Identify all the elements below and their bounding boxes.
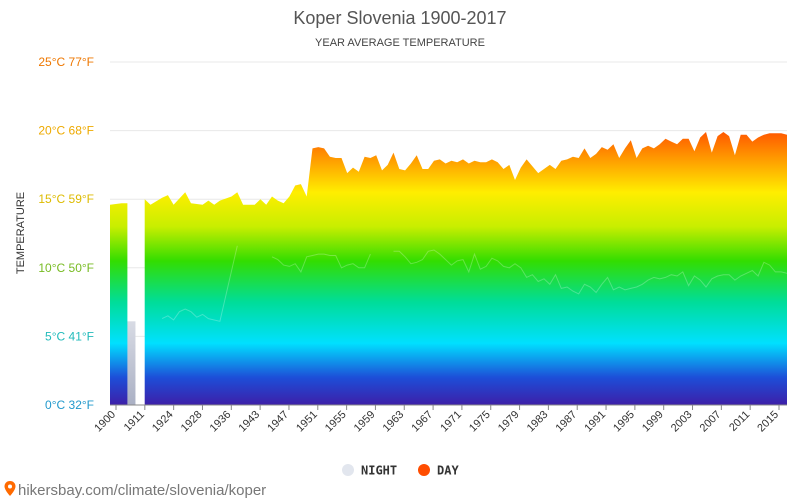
x-tick-label: 1900	[92, 409, 118, 435]
y-tick-label: 10°C 50°F	[38, 261, 94, 275]
legend-swatch	[342, 464, 354, 476]
y-tick-label: 5°C 41°F	[45, 329, 94, 343]
area-series	[110, 132, 788, 405]
x-tick-label: 1983	[525, 409, 551, 435]
y-tick-label: 0°C 32°F	[45, 398, 94, 412]
y-tick-label: 25°C 77°F	[38, 55, 94, 69]
night-area	[393, 250, 787, 405]
y-tick-label: 15°C 59°F	[38, 192, 94, 206]
x-tick-label: 1959	[352, 409, 378, 435]
y-axis-label: TEMPERATURE	[15, 192, 27, 274]
map-pin-dot	[8, 484, 12, 489]
x-tick-label: 1911	[122, 409, 147, 434]
x-axis-ticks: 1900 1911 1924 1928 1936 1943 1947 1951 1955 1959…	[92, 405, 781, 434]
x-tick-label: 1943	[236, 409, 262, 435]
x-tick-label: 1936	[208, 409, 234, 435]
x-tick-label: 2015	[755, 409, 781, 435]
x-tick-label: 1963	[381, 409, 407, 435]
y-tick-label: 20°C 68°F	[38, 124, 94, 138]
source-text[interactable]: hikersbay.com/climate/slovenia/koper	[18, 482, 266, 499]
legend-label: NIGHT	[361, 464, 397, 478]
x-tick-label: 1967	[409, 409, 435, 435]
night-line	[393, 249, 788, 295]
night-area	[272, 254, 371, 405]
legend-item-day[interactable]: DAY	[418, 464, 459, 478]
night-area	[162, 245, 238, 405]
x-tick-label: 1975	[467, 409, 493, 435]
x-tick-label: 1991	[582, 409, 608, 435]
x-tick-label: 1971	[438, 409, 464, 435]
chart-title: Koper Slovenia 1900-2017	[293, 8, 506, 28]
night-line	[161, 245, 238, 322]
x-tick-label: 1987	[554, 409, 580, 435]
x-tick-label: 1947	[265, 409, 291, 435]
x-tick-label: 2003	[669, 409, 695, 435]
x-tick-label: 1979	[496, 409, 522, 435]
x-tick-label: 1928	[179, 409, 205, 435]
legend-swatch	[418, 464, 430, 476]
legend-item-night[interactable]: NIGHT	[342, 464, 397, 478]
x-tick-label: 1955	[323, 409, 349, 435]
x-tick-label: 1924	[150, 409, 176, 435]
x-tick-label: 2007	[698, 409, 724, 435]
legend[interactable]: NIGHT DAY	[342, 464, 459, 478]
x-tick-label: 2011	[727, 409, 752, 434]
y-axis-ticks: 0°C 32°F 5°C 41°F 10°C 50°F 15°C 59°F 20°C 6…	[38, 55, 94, 412]
source-link[interactable]: hikersbay.com/climate/slovenia/koper	[4, 481, 267, 499]
x-tick-label: 1999	[640, 409, 666, 435]
night-line	[271, 253, 371, 273]
legend-label: DAY	[437, 464, 459, 478]
day-area	[110, 203, 128, 405]
x-tick-label: 1951	[294, 409, 320, 435]
chart-subtitle: YEAR AVERAGE TEMPERATURE	[315, 37, 485, 49]
x-tick-label: 1995	[611, 409, 637, 435]
